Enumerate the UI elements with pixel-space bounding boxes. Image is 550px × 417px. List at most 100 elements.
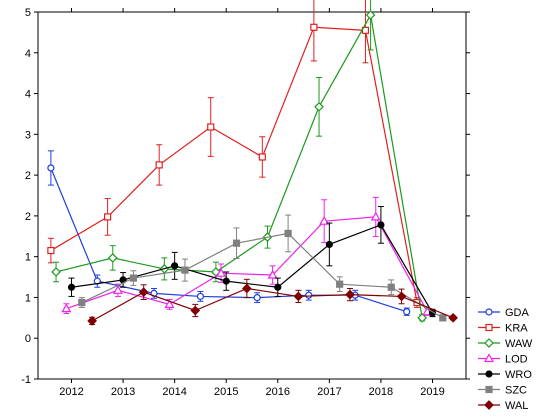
data-point [47, 246, 55, 255]
legend-marker [484, 338, 494, 348]
series-waw [51, 0, 428, 323]
legend-label: WRO [505, 369, 532, 381]
data-point [403, 308, 411, 316]
data-point [336, 280, 344, 288]
data-point [439, 314, 447, 322]
data-point [104, 213, 112, 221]
series-line [71, 224, 433, 314]
legend-marker [483, 353, 495, 363]
data-point [171, 262, 179, 270]
series-layer [47, 0, 458, 326]
data-point [310, 23, 318, 31]
data-point [164, 299, 175, 308]
legend-label: WAL [505, 400, 528, 412]
y-tick-label: 0 [25, 333, 31, 345]
plot-frame [37, 11, 467, 380]
data-point [387, 283, 395, 291]
data-point [207, 123, 215, 131]
legend-label: KRA [505, 323, 528, 335]
data-point [138, 287, 149, 297]
data-point [258, 153, 266, 161]
data-point [216, 267, 227, 277]
data-point [241, 283, 252, 294]
series-line [81, 232, 444, 319]
x-tick-label: 2016 [266, 386, 290, 398]
data-point [293, 291, 304, 302]
legend-marker [485, 370, 493, 378]
x-tick-label: 2013 [111, 386, 135, 398]
series-line [66, 216, 428, 313]
series-lod [61, 196, 433, 316]
data-point [67, 283, 76, 291]
series-wal [87, 278, 458, 326]
series-line [50, 26, 418, 303]
data-point [190, 305, 201, 316]
legend: GDA KRA WAW LOD WRO SZC WAL [478, 307, 533, 412]
data-point [319, 215, 330, 225]
data-point [232, 239, 241, 247]
y-tick-label: 2 [25, 170, 31, 182]
legend-marker [484, 400, 494, 410]
series-szc [78, 214, 447, 322]
data-point [222, 277, 230, 285]
legend-marker [485, 308, 493, 316]
y-tick-label: 3 [25, 129, 31, 141]
data-point [196, 292, 205, 301]
data-point [87, 316, 97, 326]
data-point [370, 211, 381, 221]
y-tick-label: 5 [25, 7, 31, 19]
legend-label: SZC [505, 385, 527, 397]
data-point [448, 312, 458, 323]
axes: -1 0 1 1 2 2 3 4 4 5 2012 2013 2014 2015 2016 2017 2018 2… [21, 7, 470, 398]
series-wro [67, 206, 437, 318]
legend-item-szc: SZC [478, 385, 527, 397]
data-point [345, 289, 355, 300]
data-point [112, 285, 123, 294]
data-point [365, 10, 376, 20]
y-tick-label: 1 [25, 252, 31, 264]
data-point [305, 291, 313, 299]
data-point [51, 267, 61, 277]
legend-item-waw: WAW [478, 338, 533, 350]
data-point [396, 291, 407, 302]
data-point [155, 161, 163, 169]
x-tick-label: 2017 [317, 386, 341, 398]
legend-label: WAW [505, 338, 533, 350]
series-line [91, 287, 454, 322]
x-tick-label: 2019 [420, 386, 444, 398]
legend-item-wal: WAL [478, 400, 528, 412]
legend-marker [485, 385, 493, 394]
data-point [253, 294, 261, 302]
data-point [417, 312, 428, 323]
data-point [61, 303, 72, 313]
data-point [284, 229, 292, 238]
y-tick-label: -1 [21, 374, 31, 386]
data-point [129, 274, 137, 282]
y-tick-label: 2 [25, 211, 31, 223]
y-tick-label: 4 [25, 48, 31, 60]
legend-marker [485, 323, 493, 332]
data-point [267, 269, 278, 279]
legend-label: LOD [505, 354, 528, 366]
x-tick-label: 2014 [162, 386, 186, 398]
legend-item-wro: WRO [478, 369, 532, 381]
legend-label: GDA [505, 307, 530, 319]
x-tick-label: 2015 [214, 386, 238, 398]
y-tick-label: 1 [25, 292, 31, 304]
data-point [78, 298, 86, 307]
data-point [107, 253, 118, 263]
series-line [55, 13, 423, 318]
legend-item-gda: GDA [478, 307, 530, 319]
data-point [274, 283, 282, 291]
x-tick-label: 2012 [59, 386, 83, 398]
legend-item-kra: KRA [478, 323, 528, 335]
data-point [47, 164, 55, 172]
series-kra [47, 0, 421, 308]
y-tick-label: 4 [25, 89, 31, 101]
data-point [325, 240, 333, 249]
data-point [377, 221, 385, 229]
data-point [314, 101, 324, 112]
data-point [181, 266, 189, 274]
